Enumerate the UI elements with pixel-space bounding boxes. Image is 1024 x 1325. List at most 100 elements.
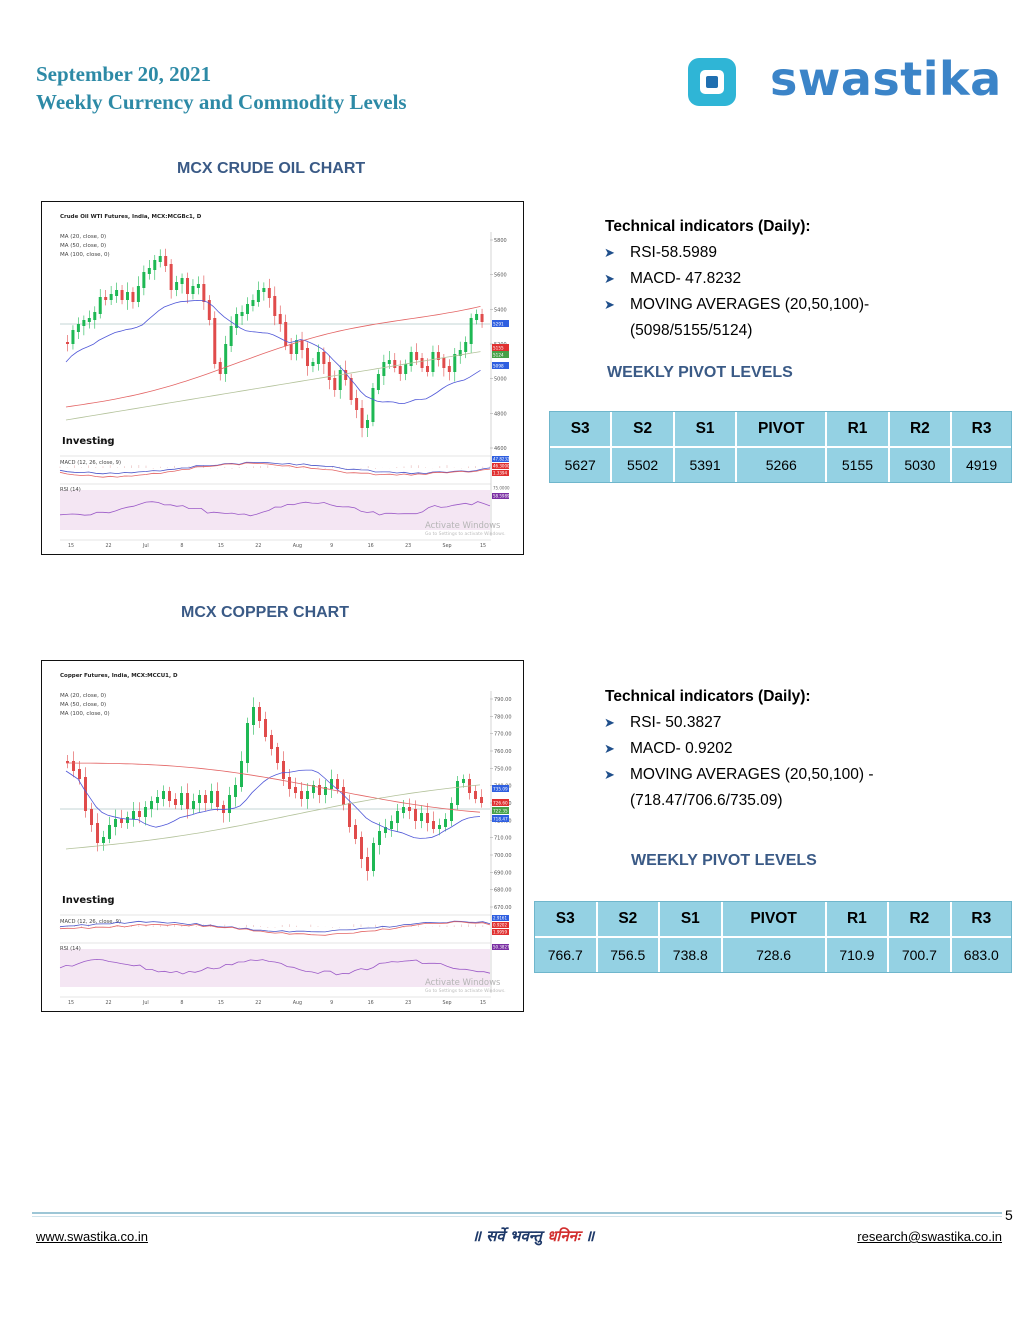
pivot-value-pivot: 728.6 [723, 938, 827, 972]
y-tick-label: 690.00 [494, 870, 512, 876]
candle-body [168, 791, 171, 801]
x-tick-label: 15 [68, 543, 74, 549]
arrow-bullet-icon: ➤ [604, 271, 615, 286]
candle-body [98, 297, 102, 314]
y-tick-label: 750.00 [494, 766, 512, 772]
macd-tag-label: 46.3000 [493, 464, 510, 469]
list-item: ➤ MACD- 47.8232 [604, 266, 869, 292]
candle-body [360, 408, 364, 428]
macd-tag-bg [492, 922, 509, 928]
pivot-value-s1: 5391 [675, 448, 738, 482]
copper-moving-averages: MOVING AVERAGES (20,50,100) - [630, 766, 874, 783]
candle-body [234, 785, 237, 797]
macd-tag-label: 1.3394 [493, 471, 507, 476]
rsi-tag-bg [492, 493, 509, 499]
ma20-line [65, 769, 481, 839]
candle-body [191, 286, 195, 294]
candle-body [169, 264, 173, 290]
candle-body [444, 819, 447, 827]
candle-body [235, 314, 239, 328]
candle-body [426, 366, 429, 372]
y-tick-label: 670.00 [494, 905, 512, 911]
candle-body [318, 785, 321, 795]
candle-body [276, 747, 279, 763]
candle-body [398, 366, 402, 374]
copper-candlestick-chart: Copper Futures, India, MCX:MCCU1, D MA (2… [59, 673, 512, 1006]
candle-body [420, 813, 423, 821]
candle-body [202, 284, 206, 302]
email-link[interactable]: research@swastika.co.in [857, 1229, 1002, 1244]
candle-body [396, 811, 399, 823]
candle-body [348, 803, 351, 827]
copper-rsi: RSI- 50.3827 [630, 714, 722, 731]
candle-body [431, 352, 435, 372]
activate-windows-text: Activate Windows [425, 978, 501, 988]
pivot-header-r3: R3 [951, 902, 1011, 938]
candle-body [162, 791, 165, 799]
x-tick-label: 15 [68, 1000, 74, 1006]
pivot-value-s3: 5627 [550, 448, 613, 482]
candle-body [240, 312, 244, 316]
x-tick-label: Aug [293, 1000, 302, 1006]
candle-body [324, 787, 327, 795]
candle-body [390, 821, 393, 829]
candle-body [469, 318, 473, 344]
ma50-line [65, 306, 481, 408]
candle-body [409, 352, 413, 366]
price-tag-label: 5291 [493, 322, 504, 327]
candle-body [438, 825, 441, 829]
arrow-bullet-icon: ➤ [604, 715, 615, 730]
candle-body [252, 707, 255, 725]
candle-body [136, 286, 140, 302]
candle-body [66, 761, 69, 763]
candle-body [186, 793, 189, 809]
price-tag-label: 735.09 [493, 787, 508, 792]
copper-macd: MACD- 0.9202 [630, 740, 733, 757]
candle-body [456, 781, 459, 805]
list-item: ➤ MOVING AVERAGES (20,50,100) - [604, 762, 874, 788]
price-tag-bg [492, 344, 509, 351]
candle-body [131, 292, 135, 302]
candle-body [393, 360, 397, 368]
x-tick-label: 16 [368, 1000, 374, 1006]
x-tick-label: Aug [293, 543, 302, 549]
candle-body [198, 795, 201, 803]
candle-body [450, 803, 453, 821]
candle-body [264, 719, 267, 737]
pivot-header-r2: R2 [889, 412, 953, 448]
report-title: Weekly Currency and Commodity Levels [36, 90, 407, 114]
candle-body [71, 330, 75, 344]
x-tick-label: 23 [405, 543, 411, 549]
candle-body [453, 354, 457, 372]
candle-body [251, 300, 255, 306]
x-tick-label: 23 [405, 1000, 411, 1006]
candle-body [142, 272, 146, 288]
x-tick-label: 22 [255, 1000, 261, 1006]
candle-body [294, 787, 297, 793]
price-tag-bg [492, 807, 509, 814]
macd-label: MACD (12, 26, close, 9) [60, 919, 121, 925]
price-tag-bg [492, 815, 509, 822]
price-tag-label: 722.35 [493, 809, 508, 814]
candle-body [447, 366, 451, 372]
x-tick-label: 9 [330, 1000, 333, 1006]
macd-line [59, 920, 491, 933]
candle-body [84, 777, 87, 811]
ma50-line [66, 762, 481, 813]
pivot-header-s3: S3 [535, 902, 598, 938]
crude-pivot-title: WEEKLY PIVOT LEVELS [607, 364, 793, 381]
crude-indicators-title: Technical indicators (Daily): [605, 218, 811, 235]
website-link[interactable]: www.swastika.co.in [36, 1229, 148, 1244]
candle-body [224, 344, 228, 374]
candle-body [404, 364, 408, 374]
x-tick-label: 15 [218, 543, 224, 549]
candle-body [288, 777, 291, 789]
candle-body [273, 296, 277, 316]
rsi-tag-label: 75.0000 [493, 486, 510, 491]
candle-body [306, 791, 309, 799]
candle-body [164, 256, 168, 266]
candle-body [344, 370, 348, 380]
motto-end: ॥ [585, 1227, 595, 1245]
candle-body [327, 362, 331, 380]
candle-body [76, 324, 80, 332]
